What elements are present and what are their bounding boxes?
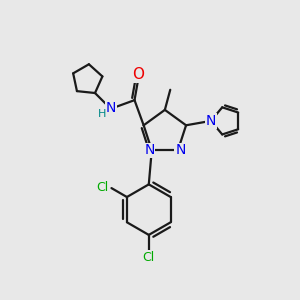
Text: N: N [175, 143, 185, 157]
Text: Cl: Cl [143, 251, 155, 264]
Text: H: H [98, 109, 106, 119]
Text: N: N [144, 143, 154, 157]
Text: N: N [206, 114, 216, 128]
Text: Cl: Cl [96, 181, 109, 194]
Text: O: O [132, 67, 144, 82]
Text: N: N [106, 101, 116, 115]
